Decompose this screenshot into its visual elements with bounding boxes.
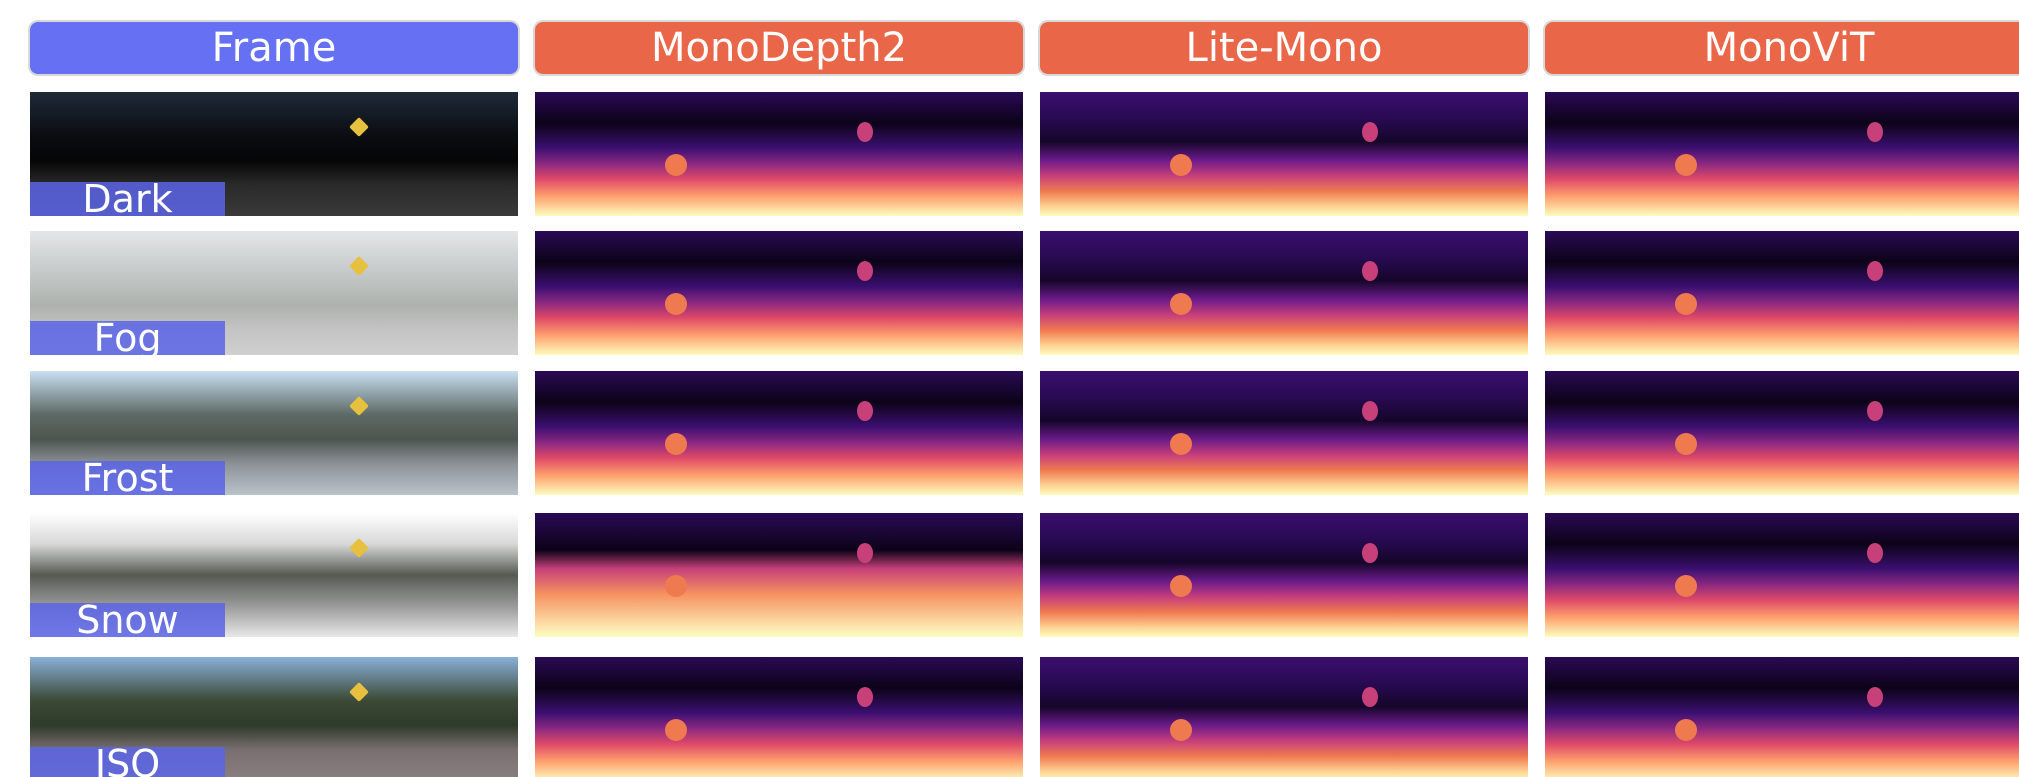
depth-map xyxy=(1545,513,2019,637)
frame-image: Frost xyxy=(30,371,518,495)
depth-blob xyxy=(665,575,687,597)
depth-blob xyxy=(857,687,873,707)
depth-blob xyxy=(1170,575,1192,597)
depth-blob xyxy=(1675,575,1697,597)
depth-map xyxy=(1040,92,1528,216)
depth-blob xyxy=(1675,719,1697,741)
depth-map xyxy=(1040,657,1528,777)
depth-blob xyxy=(1675,293,1697,315)
depth-blob xyxy=(1170,719,1192,741)
row-label: Dark xyxy=(30,182,225,216)
sign xyxy=(349,396,369,416)
column-header: Frame xyxy=(30,22,518,74)
row-label: Frost xyxy=(30,461,225,495)
depth-map xyxy=(1545,92,2019,216)
depth-blob xyxy=(665,433,687,455)
depth-map xyxy=(535,92,1023,216)
column-header: Lite-Mono xyxy=(1040,22,1528,74)
depth-blob xyxy=(1675,154,1697,176)
row-label: ISO xyxy=(30,747,225,777)
depth-blob xyxy=(857,122,873,142)
frame-image: Snow xyxy=(30,513,518,637)
depth-blob xyxy=(665,719,687,741)
depth-map xyxy=(1545,371,2019,495)
depth-blob xyxy=(1362,122,1378,142)
depth-blob xyxy=(1362,401,1378,421)
row-label: Fog xyxy=(30,321,225,355)
depth-blob xyxy=(1362,543,1378,563)
column-header: MonoDepth2 xyxy=(535,22,1023,74)
depth-blob xyxy=(1170,154,1192,176)
frame-image: Dark xyxy=(30,92,518,216)
depth-map xyxy=(1545,657,2019,777)
row-label: Snow xyxy=(30,603,225,637)
depth-map xyxy=(535,513,1023,637)
depth-map xyxy=(1545,231,2019,355)
depth-blob xyxy=(1867,687,1883,707)
frame-image: Fog xyxy=(30,231,518,355)
depth-blob xyxy=(1867,401,1883,421)
depth-map xyxy=(1040,371,1528,495)
depth-blob xyxy=(1170,433,1192,455)
depth-blob xyxy=(1867,543,1883,563)
depth-blob xyxy=(1362,687,1378,707)
sign xyxy=(349,117,369,137)
column-header: MonoViT xyxy=(1545,22,2019,74)
depth-map xyxy=(535,231,1023,355)
depth-blob xyxy=(857,401,873,421)
depth-blob xyxy=(1675,433,1697,455)
depth-blob xyxy=(857,543,873,563)
frame-image: ISO xyxy=(30,657,518,777)
depth-map xyxy=(535,657,1023,777)
depth-blob xyxy=(1867,261,1883,281)
depth-blob xyxy=(665,154,687,176)
figure: Frame MonoDepth2 Lite-Mono MonoViT Dark Fog Fr… xyxy=(0,0,2019,777)
depth-blob xyxy=(1867,122,1883,142)
depth-blob xyxy=(1170,293,1192,315)
depth-blob xyxy=(665,293,687,315)
sign xyxy=(349,538,369,558)
depth-map xyxy=(1040,513,1528,637)
depth-map xyxy=(535,371,1023,495)
depth-blob xyxy=(1362,261,1378,281)
depth-map xyxy=(1040,231,1528,355)
sign xyxy=(349,682,369,702)
sign xyxy=(349,256,369,276)
depth-blob xyxy=(857,261,873,281)
